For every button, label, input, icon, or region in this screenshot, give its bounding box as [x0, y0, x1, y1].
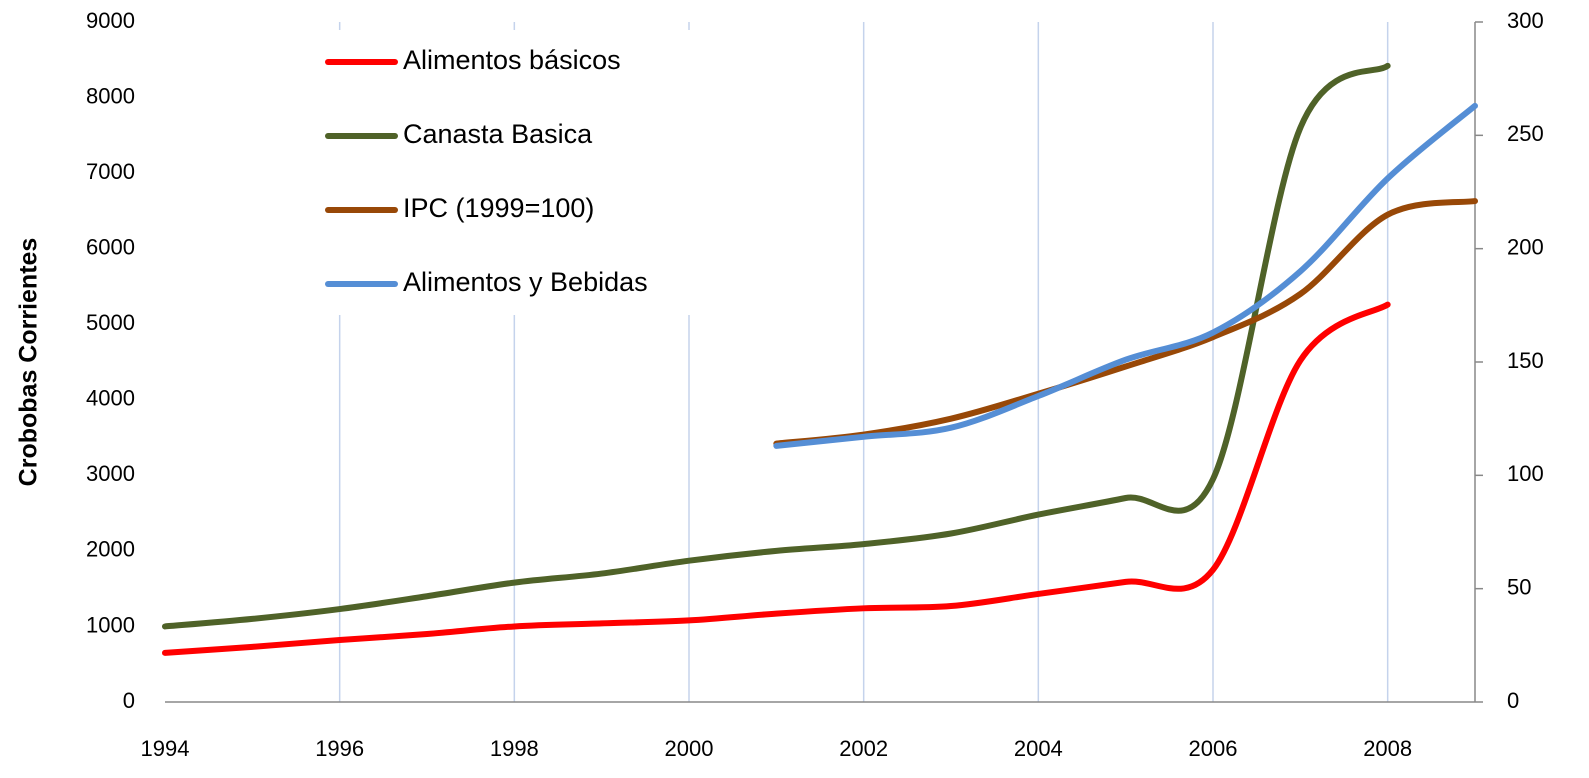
x-tick-label: 2002 [839, 736, 888, 761]
series-line [162, 301, 1391, 656]
y2-tick-label: 300 [1507, 8, 1544, 33]
y-axis-label: Crobobas Corrientes [15, 238, 43, 487]
legend-label: Canasta Basica [403, 119, 593, 149]
series-line [773, 198, 1478, 447]
y-tick-label: 3000 [86, 461, 135, 486]
y-tick-label: 8000 [86, 83, 135, 108]
y-tick-label: 6000 [86, 234, 135, 259]
x-tick-label: 1994 [141, 736, 190, 761]
y-tick-label: 4000 [86, 386, 135, 411]
legend-label: Alimentos básicos [403, 45, 621, 75]
legend-box [300, 30, 720, 315]
x-tick-label: 2000 [665, 736, 714, 761]
legend-label: IPC (1999=100) [403, 193, 594, 223]
series-line [773, 102, 1478, 449]
y-tick-label: 2000 [86, 537, 135, 562]
x-tick-label: 1996 [315, 736, 364, 761]
x-tick-label: 2008 [1363, 736, 1412, 761]
y-tick-label: 0 [123, 688, 135, 713]
y2-tick-label: 50 [1507, 574, 1531, 599]
y-tick-label: 9000 [86, 8, 135, 33]
y2-tick-label: 0 [1507, 688, 1519, 713]
series-line [162, 62, 1391, 630]
legend-label: Alimentos y Bebidas [403, 267, 648, 297]
y2-tick-label: 250 [1507, 121, 1544, 146]
x-tick-label: 2006 [1189, 736, 1238, 761]
y2-tick-label: 200 [1507, 234, 1544, 259]
x-tick-label: 1998 [490, 736, 539, 761]
y2-tick-label: 100 [1507, 461, 1544, 486]
y2-tick-label: 150 [1507, 348, 1544, 373]
y-tick-label: 7000 [86, 159, 135, 184]
y-tick-label: 5000 [86, 310, 135, 335]
y-tick-label: 1000 [86, 612, 135, 637]
x-tick-label: 2004 [1014, 736, 1063, 761]
